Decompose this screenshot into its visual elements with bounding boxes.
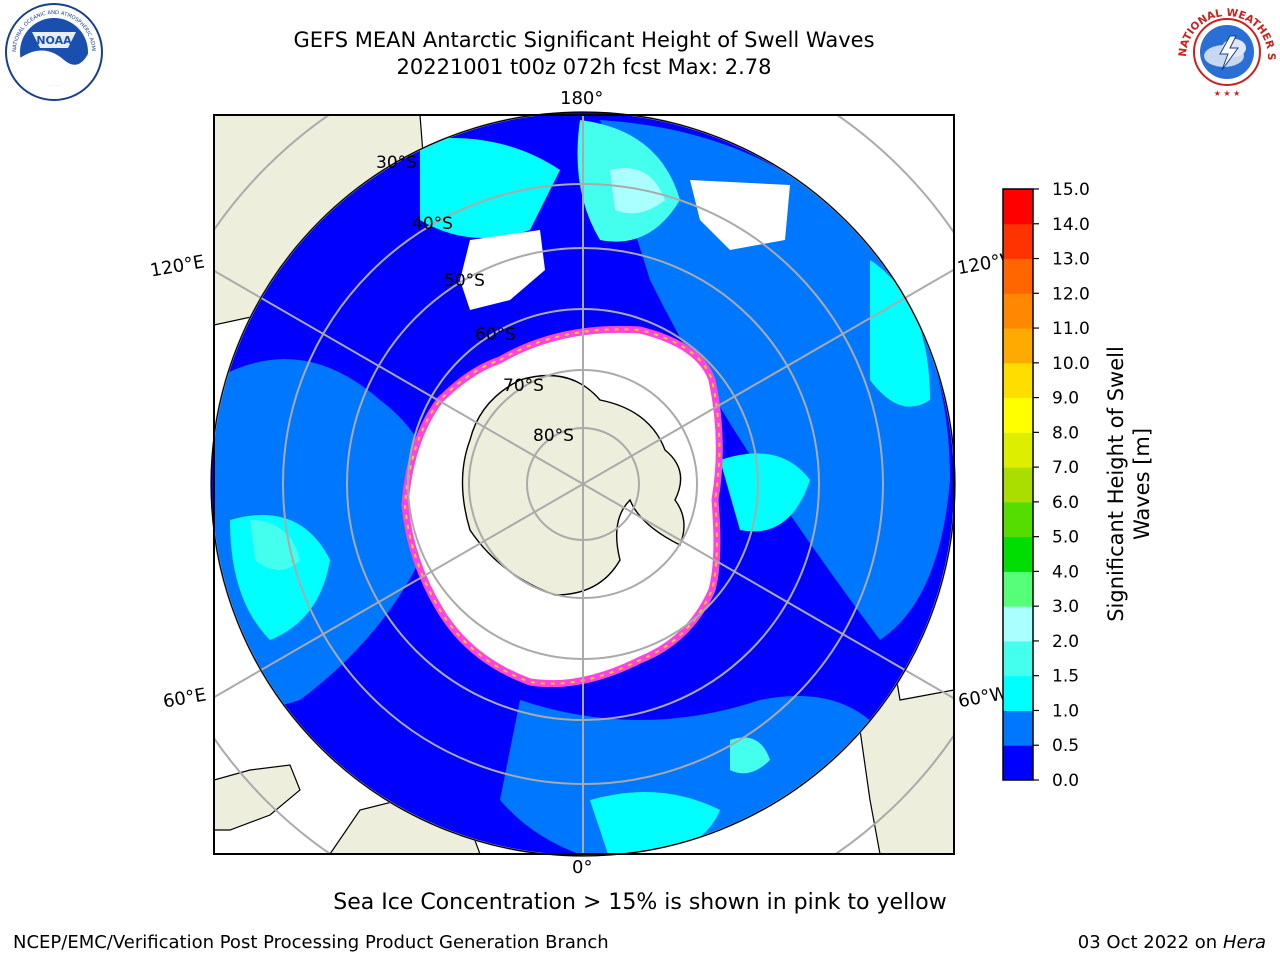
colorbar-block [1003, 397, 1033, 433]
colorbar-block [1003, 293, 1033, 329]
colorbar-block [1003, 606, 1033, 642]
colorbar-tick-label: 2.0 [1052, 632, 1079, 652]
colorbar-tick-label: 0.5 [1052, 736, 1079, 756]
colorbar-block [1003, 536, 1033, 572]
lat-label: 40°S [412, 214, 453, 234]
lat-label: 70°S [503, 376, 544, 396]
colorbar-block [1003, 501, 1033, 538]
colorbar-block [1003, 328, 1033, 364]
lon-label-180: 180° [560, 88, 604, 109]
colorbar-tick-label: 1.0 [1052, 701, 1079, 721]
colorbar-block [1003, 258, 1033, 294]
colorbar-block [1003, 223, 1033, 260]
colorbar-tick-label: 6.0 [1052, 493, 1079, 513]
colorbar-tick-label: 8.0 [1052, 423, 1079, 443]
colorbar-tick-label: 4.0 [1052, 562, 1079, 582]
colorbar-tick-label: 5.0 [1052, 528, 1079, 548]
lon-label-0: 0° [572, 857, 593, 878]
lat-label: 30°S [376, 153, 417, 173]
lat-label: 80°S [533, 426, 574, 446]
colorbar-tick-label: 7.0 [1052, 458, 1079, 478]
host-text: Hera [1222, 932, 1266, 953]
noaa-logo: NOAA NATIONAL OCEANIC AND ATMOSPHERIC AD… [4, 2, 103, 101]
colorbar-block [1003, 745, 1033, 781]
latitude-labels: 30°S 40°S 50°S 60°S 70°S 80°S [376, 153, 574, 446]
svg-text:★ ★ ★: ★ ★ ★ [1214, 89, 1241, 98]
colorbar-tick-label: 1.5 [1052, 667, 1079, 687]
lat-label: 50°S [444, 271, 485, 291]
colorbar-block [1003, 675, 1033, 711]
colorbar-tick-label: 11.0 [1052, 319, 1090, 339]
colorbar-tick-label: 15.0 [1052, 180, 1090, 200]
graticule [214, 115, 954, 854]
colorbar-tick-label: 12.0 [1052, 284, 1090, 304]
colorbar-block [1003, 467, 1033, 503]
colorbar-label-line2: Waves [m] [1130, 428, 1154, 540]
colorbar-tick-label: 3.0 [1052, 597, 1079, 617]
colorbar-frame [1002, 188, 1034, 781]
colorbar-block [1003, 571, 1033, 607]
colorbar-tick-label: 10.0 [1052, 354, 1090, 374]
colorbar-block [1003, 640, 1033, 677]
chart-subtitle: 20221001 t00z 072h fcst Max: 2.78 [396, 55, 772, 79]
colorbar-tick-label: 9.0 [1052, 389, 1079, 409]
colorbar-block [1003, 189, 1033, 225]
colorbar-block [1003, 710, 1033, 746]
chart-title: GEFS MEAN Antarctic Significant Height o… [293, 28, 875, 52]
caption: Sea Ice Concentration > 15% is shown in … [333, 890, 947, 915]
nws-logo: NATIONAL WEATHER SERVICE ★ ★ ★ [1176, 2, 1277, 100]
colorbar-tick-label: 14.0 [1052, 215, 1090, 235]
colorbar-label-line1: Significant Height of Swell [1104, 346, 1128, 622]
svg-text:NOAA: NOAA [36, 34, 72, 47]
date-text: 03 Oct 2022 on [1077, 932, 1223, 953]
colorbar-tick-label: 0.0 [1052, 771, 1079, 791]
colorbar-tick-label: 13.0 [1052, 250, 1090, 270]
colorbar-block [1003, 362, 1033, 399]
lat-label: 60°S [475, 325, 516, 345]
credit-right: 03 Oct 2022 on Hera [1078, 932, 1266, 953]
madagascar-land [214, 764, 301, 831]
credit-left: NCEP/EMC/Verification Post Processing Pr… [13, 932, 609, 953]
map-frame [213, 114, 955, 855]
colorbar-block [1003, 432, 1033, 468]
